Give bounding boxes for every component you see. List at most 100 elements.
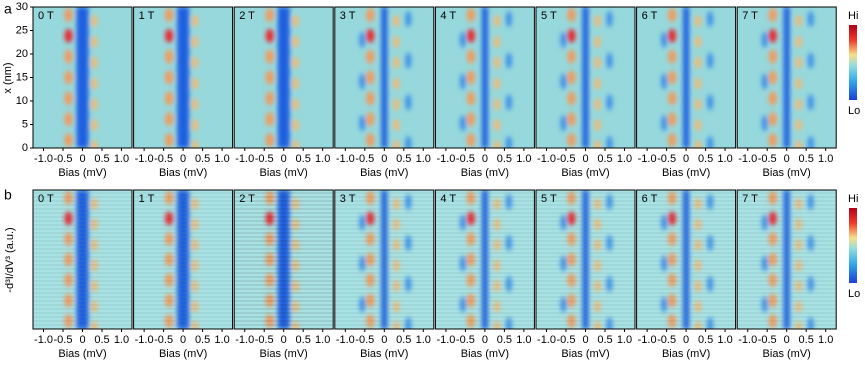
peak [594, 56, 601, 69]
dip [761, 115, 768, 132]
heatmap [736, 189, 837, 330]
y-tick-label: 25 [16, 24, 28, 36]
peak [165, 252, 174, 267]
peak [768, 28, 777, 43]
x-axis-label: Bias (mV) [159, 167, 207, 179]
x-tick-label: 1.0 [516, 153, 531, 165]
peak [466, 91, 475, 106]
peak [165, 133, 174, 147]
peak [668, 191, 677, 205]
peak [64, 91, 73, 106]
peak [192, 98, 199, 111]
dip [505, 136, 512, 148]
y-axis-label: x (nm) [2, 62, 14, 93]
dip [761, 296, 768, 313]
peak [393, 218, 400, 231]
peak [768, 273, 777, 287]
colorbar [849, 25, 857, 100]
dip [807, 11, 814, 27]
features [64, 190, 98, 329]
features [265, 190, 299, 329]
peak [466, 211, 475, 226]
x-tick-label: -1.0 [135, 153, 154, 165]
x-tick-label: 0.5 [94, 334, 109, 346]
x-tick-label: -1.0 [638, 153, 657, 165]
peak [594, 98, 601, 111]
peak [64, 49, 73, 64]
peak [795, 15, 802, 27]
peak [393, 98, 400, 111]
features [661, 7, 714, 148]
heatmap-image [33, 7, 132, 148]
peak [393, 259, 400, 272]
peak [64, 191, 73, 205]
dip [707, 194, 714, 210]
x-tick-label: 0 [482, 153, 488, 165]
peak [165, 293, 174, 308]
peak [795, 77, 802, 90]
dip [359, 255, 366, 272]
heatmap [334, 189, 435, 330]
y-tick-label: 10 [16, 95, 28, 107]
x-tick-label: -1.0 [235, 334, 254, 346]
x-tick-label: 0 [281, 153, 287, 165]
peak [393, 35, 400, 48]
heatmap-image [133, 190, 233, 329]
peak [366, 232, 375, 246]
peak [466, 273, 475, 287]
heatmap-image [737, 7, 837, 148]
peak [265, 133, 274, 147]
peak [594, 198, 601, 210]
peak [768, 49, 777, 64]
dip [560, 214, 567, 231]
peak [292, 300, 299, 313]
dip [359, 296, 366, 313]
peak [64, 211, 73, 226]
dip [505, 194, 512, 210]
x-axis-label: Bias (mV) [461, 167, 509, 179]
peak [165, 211, 174, 226]
peak [366, 28, 375, 43]
x-tick-label: 0 [482, 334, 488, 346]
peak [795, 98, 802, 111]
center-band [683, 190, 690, 329]
y-tick-label: 15 [16, 71, 28, 83]
dip [606, 235, 613, 251]
dip [661, 296, 668, 313]
x-tick-label: 0 [79, 334, 85, 346]
x-tick-label: 0 [381, 334, 387, 346]
dip [807, 94, 814, 111]
x-tick-label: 1.0 [214, 334, 229, 346]
heatmap [636, 6, 737, 149]
x-tick-label: 0.5 [597, 153, 612, 165]
x-tick-label: 1.0 [617, 334, 632, 346]
features [64, 7, 98, 148]
field-label: 5 T [541, 10, 557, 22]
center-band [783, 190, 790, 329]
dip [560, 73, 567, 90]
x-tick-label: 0 [79, 153, 85, 165]
peak [366, 112, 375, 127]
peak [466, 232, 475, 246]
peak [795, 218, 802, 231]
x-tick-label: -0.5 [657, 153, 676, 165]
peak [668, 112, 677, 127]
features [459, 7, 512, 148]
peak [768, 252, 777, 267]
dip [359, 31, 366, 48]
x-tick-label: -1.0 [34, 334, 53, 346]
peak [292, 119, 299, 132]
peak [366, 273, 375, 287]
dip [661, 214, 668, 231]
dip [405, 11, 412, 27]
peak [64, 133, 73, 147]
x-axis-label: Bias (mV) [763, 167, 811, 179]
heatmap-image [435, 190, 535, 329]
dip [807, 194, 814, 210]
peak [192, 56, 199, 69]
panel-label: b [4, 187, 12, 203]
peak [493, 280, 500, 292]
center-band [481, 190, 488, 329]
peak [567, 191, 576, 205]
x-tick-label: 1.0 [315, 334, 330, 346]
